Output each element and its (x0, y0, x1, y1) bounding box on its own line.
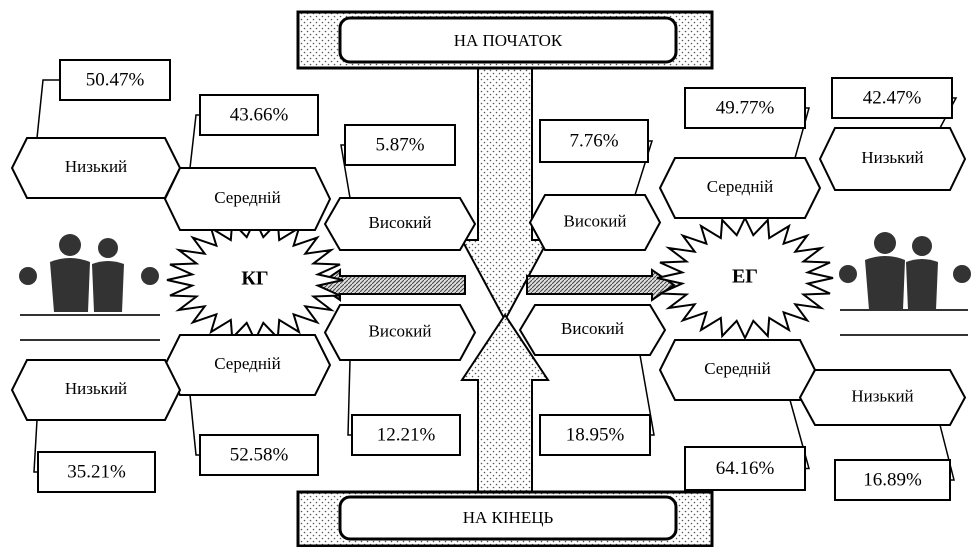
level-label: Високий (369, 321, 432, 340)
level-label: Середній (704, 359, 770, 378)
value-label: 43.66% (230, 104, 289, 125)
value-label: 42.47% (863, 87, 922, 108)
athletes-icon (839, 232, 971, 335)
callout-line (37, 80, 60, 138)
level-label: Середній (214, 354, 280, 373)
diagram: НА ПОЧАТОК НА КІНЕЦЬ КГ Низький 50.47% Сере… (0, 0, 972, 547)
level-label: Середній (214, 188, 280, 207)
value-label: 12.21% (377, 424, 436, 445)
right-arrow (527, 270, 674, 300)
level-label: Високий (561, 319, 624, 338)
value-label: 52.58% (230, 444, 289, 465)
athletes-icon (19, 234, 160, 340)
level-label: Низький (851, 386, 913, 405)
value-label: 64.16% (716, 458, 775, 479)
group-label: ЕГ (732, 266, 758, 288)
value-label: 18.95% (566, 424, 625, 445)
callout-line (190, 115, 200, 168)
value-label: 50.47% (86, 69, 145, 90)
value-label: 5.87% (375, 134, 424, 155)
level-label: Низький (861, 148, 923, 167)
level-label: Низький (65, 379, 127, 398)
value-label: 35.21% (67, 461, 126, 482)
callout-line (190, 395, 200, 455)
bottom-label: НА КІНЕЦЬ (463, 508, 554, 527)
level-label: Низький (65, 157, 127, 176)
level-label: Високий (564, 211, 627, 230)
value-label: 49.77% (716, 97, 775, 118)
value-label: 7.76% (569, 130, 618, 151)
top-label: НА ПОЧАТОК (454, 31, 563, 50)
level-label: Середній (707, 177, 773, 196)
level-label: Високий (369, 213, 432, 232)
value-label: 16.89% (863, 469, 922, 490)
group-label: КГ (241, 268, 268, 290)
